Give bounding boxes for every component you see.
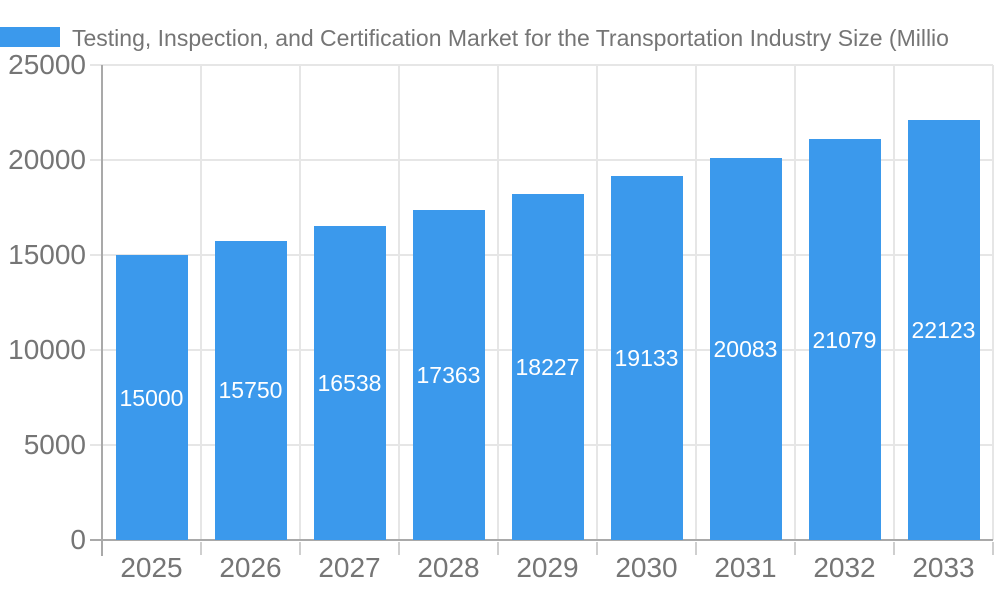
x-tick-mark xyxy=(299,542,301,555)
gridline-vertical xyxy=(893,65,895,540)
gridline-vertical xyxy=(299,65,301,540)
bar-value-label: 16538 xyxy=(317,369,382,396)
y-tick-label: 20000 xyxy=(8,144,86,175)
gridline-horizontal xyxy=(90,64,993,66)
x-tick-mark xyxy=(992,542,994,555)
chart-title: Testing, Inspection, and Certification M… xyxy=(72,25,949,51)
x-tick-label: 2028 xyxy=(417,552,480,583)
gridline-vertical xyxy=(596,65,598,540)
x-tick-label: 2027 xyxy=(318,552,381,583)
gridline-vertical xyxy=(200,65,202,540)
x-tick-mark xyxy=(893,542,895,555)
bar-value-label: 21079 xyxy=(812,326,877,353)
bar-value-label: 20083 xyxy=(713,336,778,363)
x-tick-mark xyxy=(497,542,499,555)
gridline-horizontal xyxy=(90,159,993,161)
bar-2028[interactable]: 17363 xyxy=(412,210,485,540)
bar-value-label: 22123 xyxy=(911,316,976,343)
x-tick-label: 2025 xyxy=(120,552,183,583)
y-tick-label: 25000 xyxy=(8,49,86,80)
bar-2026[interactable]: 15750 xyxy=(214,240,287,540)
gridline-vertical xyxy=(992,65,994,540)
x-tick-mark xyxy=(695,542,697,555)
bar-2027[interactable]: 16538 xyxy=(313,225,386,540)
gridline-vertical xyxy=(695,65,697,540)
bar-value-label: 18227 xyxy=(515,353,580,380)
x-axis-line xyxy=(90,539,993,541)
y-axis-line xyxy=(101,65,103,556)
x-tick-label: 2032 xyxy=(813,552,876,583)
x-tick-label: 2029 xyxy=(516,552,579,583)
gridline-vertical xyxy=(398,65,400,540)
gridline-vertical xyxy=(794,65,796,540)
bar-value-label: 19133 xyxy=(614,345,679,372)
bar-2031[interactable]: 20083 xyxy=(709,158,782,540)
x-tick-mark xyxy=(794,542,796,555)
y-tick-label: 0 xyxy=(70,524,86,555)
bar-2033[interactable]: 22123 xyxy=(907,119,980,540)
x-tick-label: 2026 xyxy=(219,552,282,583)
gridline-vertical xyxy=(497,65,499,540)
y-tick-label: 10000 xyxy=(8,334,86,365)
bar-2025[interactable]: 15000 xyxy=(115,255,188,540)
y-tick-label: 15000 xyxy=(8,239,86,270)
bar-2032[interactable]: 21079 xyxy=(808,139,881,540)
x-tick-label: 2031 xyxy=(714,552,777,583)
bar-value-label: 15000 xyxy=(119,384,184,411)
bar-2029[interactable]: 18227 xyxy=(511,193,584,540)
x-tick-label: 2030 xyxy=(615,552,678,583)
y-tick-label: 5000 xyxy=(23,429,86,460)
x-tick-mark xyxy=(398,542,400,555)
legend-swatch[interactable] xyxy=(0,27,60,47)
bar-value-label: 17363 xyxy=(416,362,481,389)
x-tick-label: 2033 xyxy=(912,552,975,583)
x-tick-mark xyxy=(596,542,598,555)
plot-area: 15000 15750 16538 17363 18227 19133 20083 21079… xyxy=(90,64,994,556)
bar-value-label: 15750 xyxy=(218,377,283,404)
bar-2030[interactable]: 19133 xyxy=(610,176,683,540)
x-tick-mark xyxy=(200,542,202,555)
